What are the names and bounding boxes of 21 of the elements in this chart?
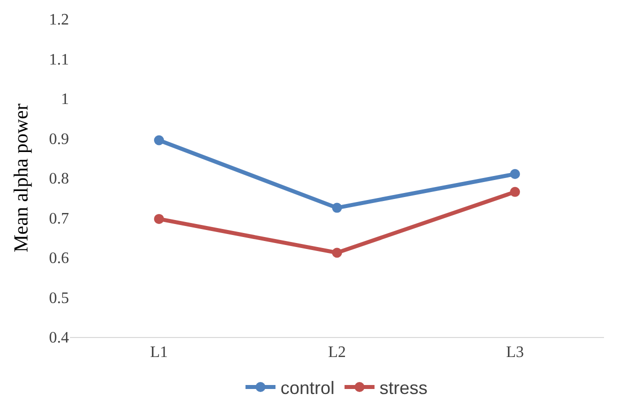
y-tick-label: 1.2 [49, 12, 69, 29]
point [154, 214, 164, 224]
legend-label: stress [380, 378, 428, 398]
point [510, 186, 520, 197]
legend-label: control [280, 378, 335, 398]
point [332, 202, 342, 213]
y-axis-title: Mean alpha power [10, 103, 32, 252]
y-tick-label: 0.5 [49, 290, 69, 307]
y-tick-label: 0.8 [49, 170, 69, 188]
x-tick-label: L3 [506, 344, 524, 362]
x-tick-label: L2 [328, 344, 346, 362]
y-tick-label: 0.6 [49, 250, 69, 268]
y-tick-label: 1 [61, 91, 69, 108]
point [154, 135, 164, 146]
x-tick-label: L1 [150, 344, 168, 362]
point [332, 248, 342, 258]
point [510, 169, 520, 180]
y-tick-label: 0.4 [49, 330, 69, 347]
y-tick-label: 1.1 [49, 51, 69, 68]
y-tick-label: 0.9 [49, 130, 69, 148]
y-tick-label: 0.7 [49, 210, 69, 228]
